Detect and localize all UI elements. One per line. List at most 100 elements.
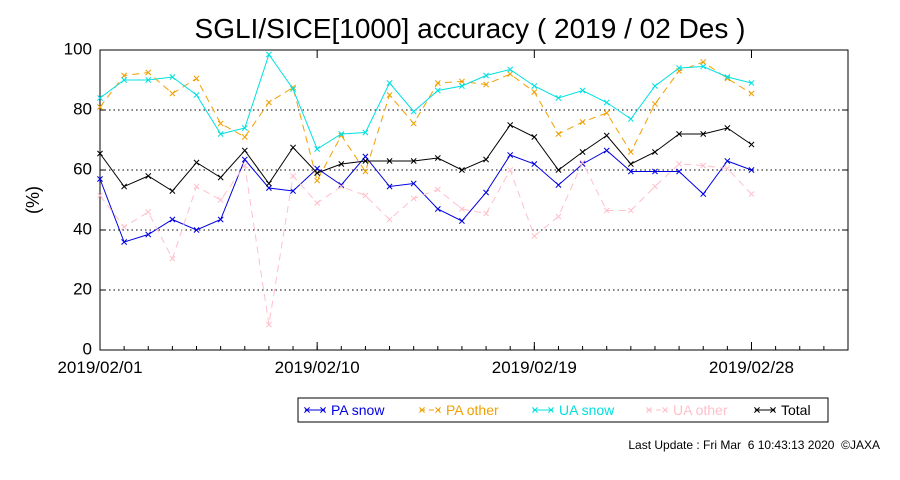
data-point	[241, 162, 248, 169]
data-point	[676, 161, 683, 167]
data-point	[531, 83, 538, 89]
data-point	[386, 183, 393, 190]
x-tick-label: 2019/02/10	[275, 358, 360, 377]
data-point	[97, 104, 103, 110]
y-tick-label: 40	[73, 219, 92, 238]
legend-label: UA snow	[559, 402, 615, 418]
data-point	[410, 195, 417, 202]
legend-marker	[435, 407, 441, 413]
data-point	[97, 192, 103, 199]
data-point	[362, 153, 369, 160]
data-point	[290, 86, 296, 92]
y-tick-label: 80	[73, 99, 92, 118]
grid	[100, 109, 848, 291]
data-point	[169, 74, 176, 80]
y-tick-label: 100	[64, 39, 92, 58]
data-point	[603, 132, 610, 139]
data-point	[386, 92, 393, 98]
data-point	[314, 170, 321, 176]
data-point	[555, 131, 562, 137]
data-point	[290, 144, 296, 151]
legend-item-ua-snow: UA snow	[532, 402, 615, 418]
data-point	[410, 108, 417, 115]
data-point	[241, 125, 248, 131]
data-point	[169, 188, 176, 194]
x-tick-label: 2019/02/19	[492, 358, 577, 377]
data-point	[531, 233, 538, 239]
data-point	[627, 161, 634, 167]
data-point	[724, 74, 731, 80]
data-point	[700, 63, 707, 70]
data-point	[483, 210, 490, 217]
data-point	[145, 231, 152, 238]
footer-text: Last Update : Fri Mar 6 10:43:13 2020 ©J…	[628, 438, 880, 452]
data-point	[483, 189, 490, 196]
data-point	[169, 90, 176, 97]
data-point	[121, 77, 128, 83]
data-point	[579, 159, 586, 166]
legend-item-total: Total	[754, 402, 811, 418]
legend-marker	[304, 407, 310, 413]
data-point	[652, 183, 658, 190]
data-point	[362, 168, 369, 175]
legend: PA snow PA other UA snow UA other Total	[297, 397, 829, 423]
data-point	[748, 141, 755, 148]
data-point	[217, 120, 224, 127]
data-point	[700, 131, 707, 137]
data-point	[724, 125, 731, 131]
data-point	[314, 200, 321, 206]
data-point	[338, 182, 345, 188]
data-point	[145, 77, 152, 83]
data-point	[458, 218, 465, 224]
data-point	[531, 161, 538, 167]
data-point	[314, 177, 321, 184]
legend-marker	[548, 407, 554, 413]
data-point	[434, 155, 441, 161]
data-point	[386, 158, 393, 164]
data-point	[169, 216, 176, 223]
data-point	[627, 149, 634, 155]
data-point	[627, 168, 634, 175]
data-point	[579, 87, 586, 94]
data-point	[700, 162, 707, 169]
series-line-total	[99, 124, 752, 192]
data-point	[458, 78, 465, 85]
legend-marker	[646, 407, 652, 413]
data-point	[676, 168, 683, 175]
series-group	[97, 51, 755, 328]
data-point	[458, 83, 465, 89]
legend-label: PA snow	[331, 402, 385, 418]
data-point	[748, 90, 755, 97]
data-point	[507, 167, 514, 173]
data-point	[338, 131, 345, 137]
x-axis: 2019/02/01 2019/02/10 2019/02/19 2019/02/28	[57, 50, 825, 377]
data-point	[145, 69, 152, 76]
data-point	[193, 75, 200, 82]
data-point	[748, 191, 755, 197]
y-tick-label: 60	[73, 159, 92, 178]
legend-item-ua-other: UA other	[646, 402, 728, 418]
legend-marker	[320, 407, 326, 413]
data-point	[217, 174, 224, 181]
data-point	[290, 173, 296, 179]
legend-box	[297, 397, 829, 423]
data-point	[121, 183, 128, 190]
data-point	[603, 99, 610, 106]
data-point	[217, 197, 224, 203]
data-point	[700, 59, 707, 65]
data-point	[555, 182, 562, 188]
series-line-ua-other	[99, 161, 752, 325]
series-ua-snow	[97, 51, 755, 152]
data-point	[241, 156, 248, 163]
data-point	[265, 180, 272, 187]
plot-frame	[99, 49, 849, 351]
data-point	[193, 159, 200, 166]
data-point	[555, 95, 562, 101]
data-point	[434, 186, 441, 193]
data-point	[483, 72, 490, 79]
data-point	[724, 158, 731, 164]
data-point	[338, 183, 345, 190]
data-point	[627, 207, 634, 214]
data-point	[507, 152, 514, 158]
